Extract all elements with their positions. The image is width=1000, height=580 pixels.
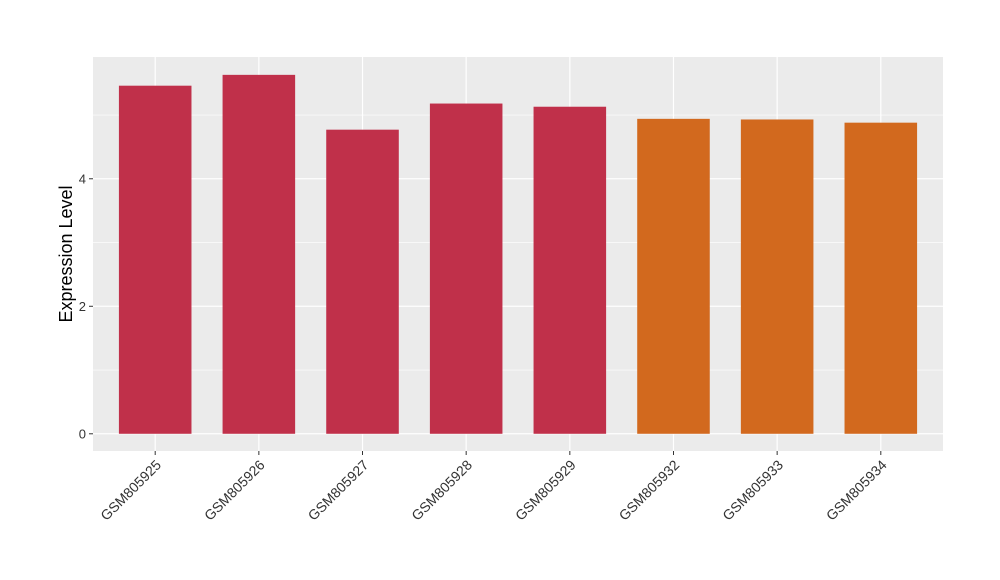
x-tick-label: GSM805928: [408, 456, 475, 523]
x-tick-label: GSM805929: [512, 456, 579, 523]
y-axis-label: Expression Level: [56, 185, 76, 322]
bar: [118, 85, 192, 434]
bar: [429, 103, 503, 434]
panel: [93, 57, 943, 451]
bar: [326, 129, 399, 434]
y-tick-label: 4: [79, 171, 86, 186]
x-tick-label: GSM805926: [201, 456, 268, 523]
x-tick-label: GSM805933: [719, 456, 786, 523]
y-tick-label: 2: [79, 299, 86, 314]
x-tick-label: GSM805927: [305, 456, 372, 523]
bar: [222, 74, 296, 434]
bar: [844, 122, 918, 434]
x-tick-label: GSM805932: [616, 456, 683, 523]
bar: [740, 119, 814, 434]
x-tick-label: GSM805934: [823, 456, 890, 523]
bar: [637, 118, 710, 434]
x-tick-label: GSM805925: [97, 456, 164, 523]
y-tick-label: 0: [79, 426, 86, 441]
bar: [533, 106, 607, 434]
